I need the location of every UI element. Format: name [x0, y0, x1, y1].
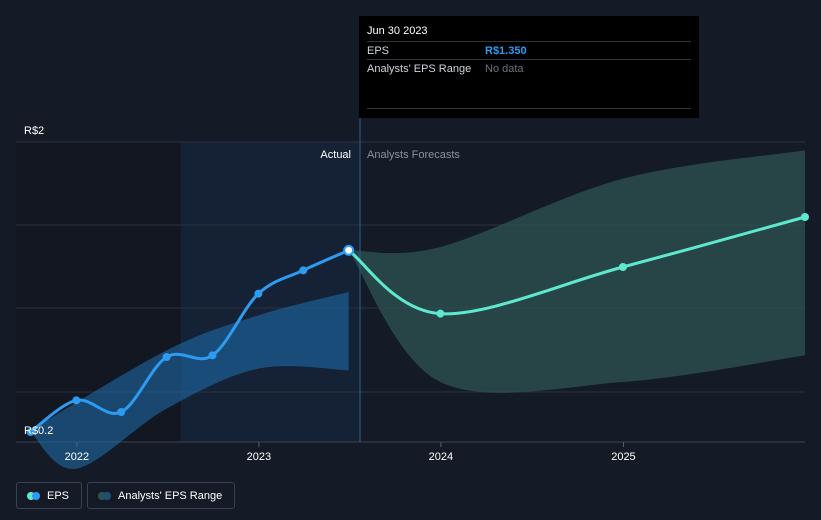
eps-forecast-line	[347, 215, 807, 316]
eps-point	[26, 428, 35, 436]
tooltip-range-value: No data	[485, 63, 524, 75]
tooltip-eps-row: EPS R$1.350	[367, 41, 691, 60]
legend-eps-label: EPS	[47, 489, 70, 502]
eps-point	[208, 351, 217, 360]
eps-current-point	[343, 244, 355, 256]
y-axis-bottom-label: R$0.2	[24, 425, 53, 437]
legend-eps-button[interactable]: EPS	[16, 482, 83, 509]
range-legend-icon	[98, 491, 111, 500]
eps-point	[801, 213, 809, 221]
legend-range-label: Analysts' EPS Range	[118, 489, 223, 502]
eps-legend-icon	[27, 491, 40, 500]
x-tick-label: 2023	[247, 451, 271, 463]
eps-point	[72, 396, 81, 405]
eps-point	[299, 266, 308, 275]
eps-actual-line	[28, 248, 351, 434]
forecast-section-label: Analysts Forecasts	[367, 149, 460, 161]
eps-point	[618, 263, 627, 271]
x-tick-label: 2025	[611, 451, 635, 463]
x-axis-ticks: 2022 2023 2024 2025	[65, 442, 636, 463]
actual-eps-range-band	[30, 292, 349, 469]
tooltip-range-label: Analysts' EPS Range	[367, 63, 472, 75]
x-tick-label: 2022	[65, 451, 89, 463]
legend-range-button[interactable]: Analysts' EPS Range	[87, 482, 236, 509]
eps-points	[26, 213, 809, 436]
tooltip: Jun 30 2023 EPS R$1.350 Analysts' EPS Ra…	[359, 16, 699, 118]
eps-point	[162, 353, 171, 361]
tooltip-date: Jun 30 2023	[367, 25, 428, 37]
x-tick-label: 2024	[429, 451, 453, 463]
eps-point	[436, 309, 445, 318]
forecast-eps-range-band	[348, 150, 805, 393]
tooltip-eps-label: EPS	[367, 45, 390, 57]
tooltip-eps-value: R$1.350	[485, 45, 527, 57]
tooltip-range-row: Analysts' EPS Range No data	[367, 59, 691, 78]
y-axis-top-label: R$2	[24, 125, 44, 137]
tooltip-divider	[367, 108, 691, 109]
eps-point	[117, 408, 126, 416]
actual-section-label: Actual	[320, 149, 351, 161]
range-bands	[30, 150, 805, 469]
eps-point	[254, 289, 263, 298]
past-highlight-region	[181, 142, 360, 442]
eps-lines	[28, 215, 807, 434]
